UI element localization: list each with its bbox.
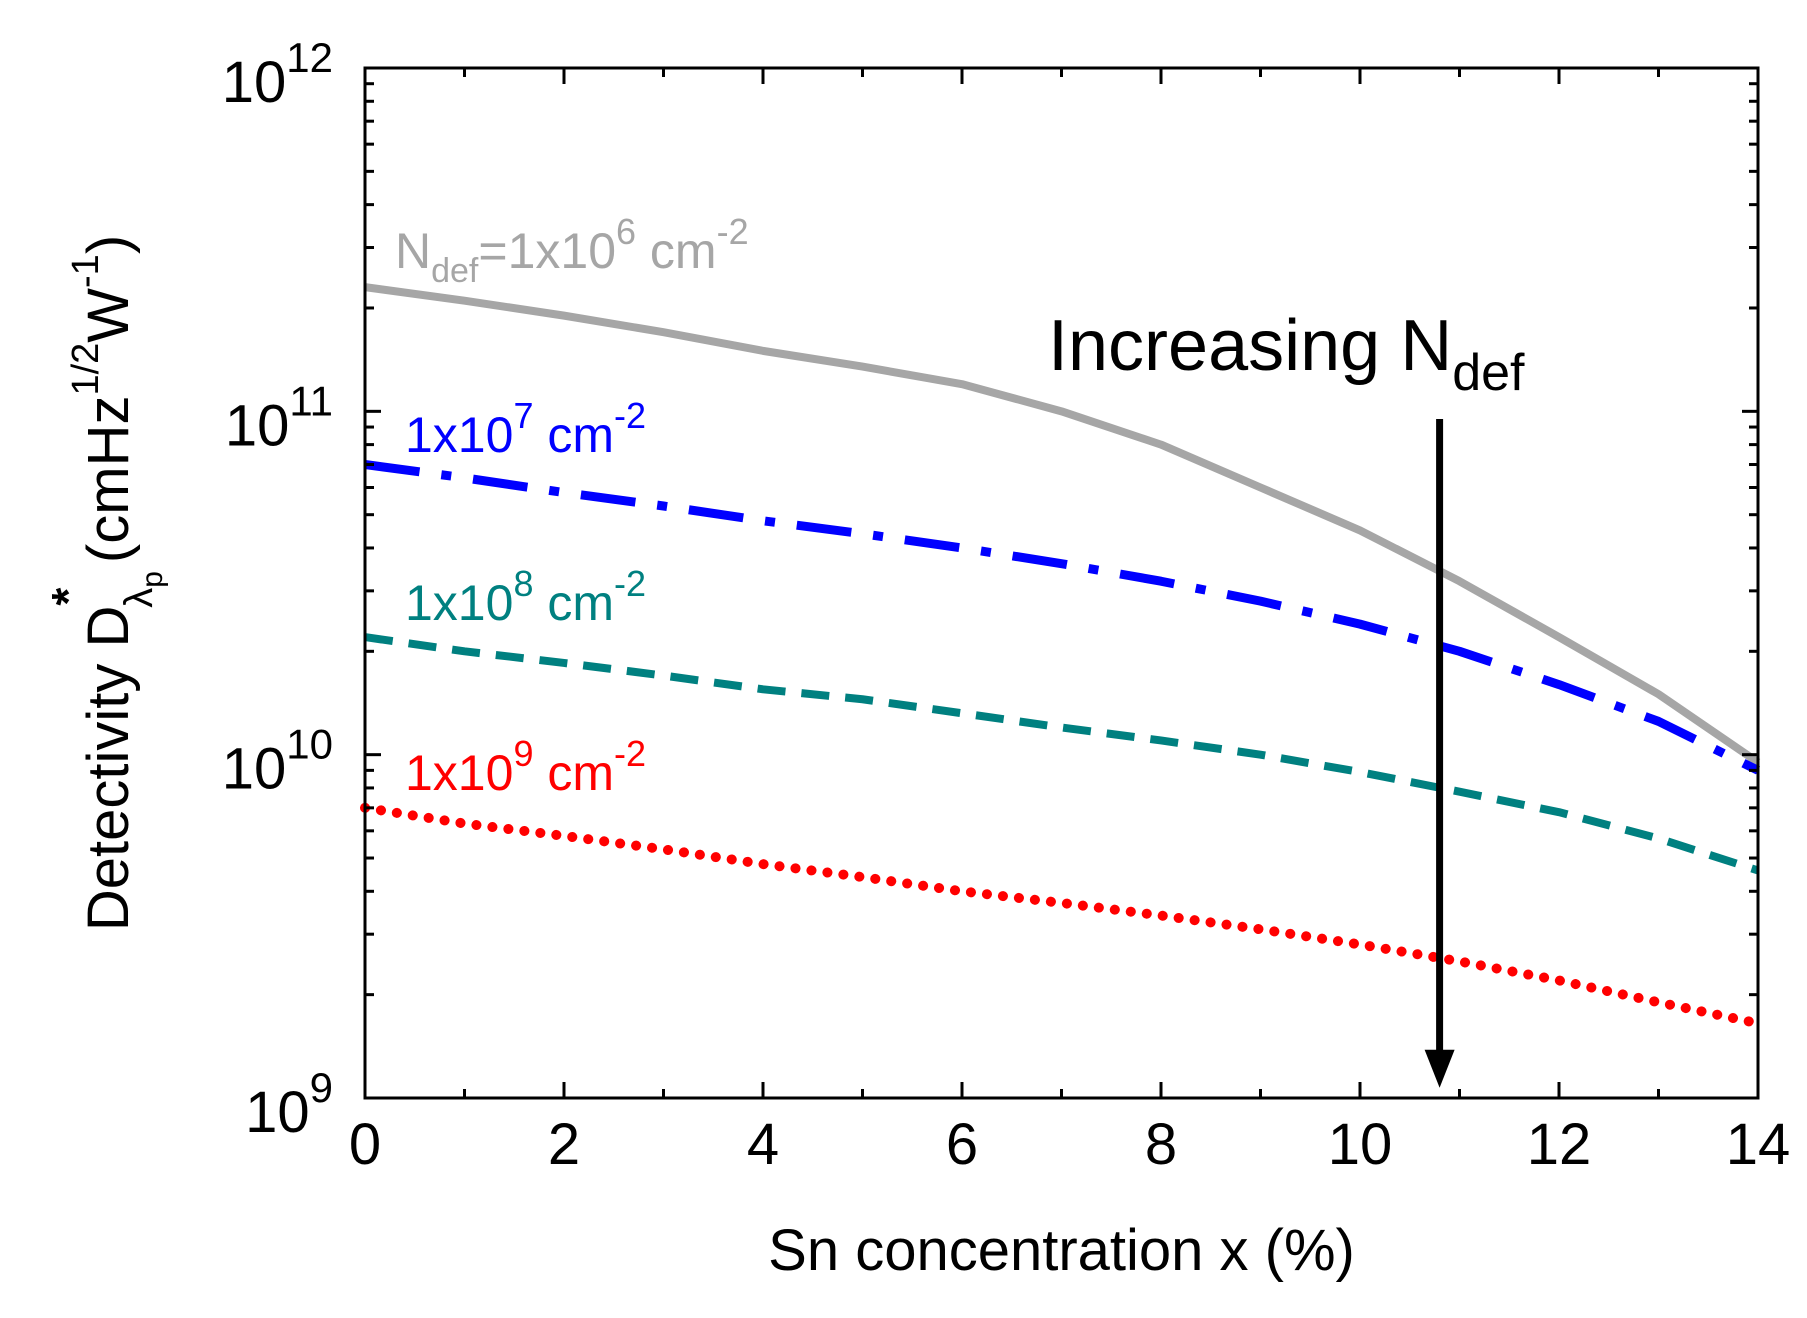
y-tick-label: 1012 [222,34,333,115]
labels-layer: Sn concentration x (%) Detectivity D* λp(c… [42,211,1525,1283]
x-tick-label: 0 [349,1112,381,1177]
y-tick-label: 1011 [225,377,333,458]
series-label-1: 1x107 cm-2 [405,395,646,463]
x-tick-label: 10 [1328,1112,1393,1177]
y-tick-label: 109 [245,1064,333,1145]
series-layer [360,283,1763,1029]
series-label-3: 1x109 cm-2 [405,733,646,801]
y-axis-title: Detectivity D* λp(cmHz1/2W-1) [42,235,169,931]
series-line-2 [364,633,1760,875]
series-label-2: 1x108 cm-2 [405,563,646,631]
x-tick-label: 6 [946,1112,978,1177]
x-tick-label: 2 [548,1112,580,1177]
annotation-text-0: Increasing Ndef [1048,306,1525,402]
series-line-3 [360,802,1763,1029]
x-axis-title: Sn concentration x (%) [768,1218,1355,1283]
x-tick-label: 8 [1145,1112,1177,1177]
series-line-0 [364,283,1761,766]
series-line-1 [364,460,1760,775]
series-label-0: Ndef=1x106 cm-2 [395,211,749,290]
x-tick-label: 4 [747,1112,779,1177]
x-tick-label: 14 [1726,1112,1791,1177]
annotation-arrow-head [1424,1049,1455,1088]
x-tick-label: 12 [1527,1112,1592,1177]
y-tick-label: 1010 [222,721,333,802]
